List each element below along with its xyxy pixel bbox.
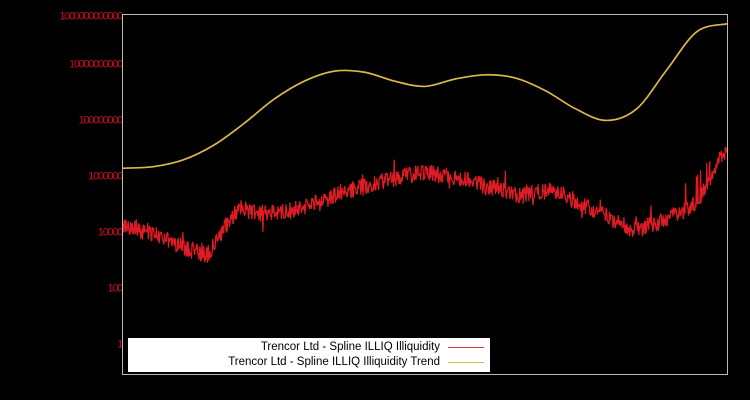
legend-swatch-illiquidity xyxy=(448,347,484,348)
chart-legend: Trencor Ltd - Spline ILLIQ Illiquidity T… xyxy=(128,338,490,372)
series-trend-line xyxy=(123,22,727,170)
series-illiquidity-line xyxy=(123,146,727,263)
yaxis-label-1e0: 1 xyxy=(117,338,123,351)
legend-label-trend: Trencor Ltd - Spline ILLIQ Illiquidity T… xyxy=(228,355,440,368)
yaxis-label-1e8: 100000000 xyxy=(78,114,124,127)
yaxis-label-1e12: 1000000000000 xyxy=(59,10,123,23)
yaxis-label-1e2: 100 xyxy=(107,282,124,295)
yaxis-label-1e4: 10000 xyxy=(97,226,123,239)
yaxis-label-1e10: 10000000000 xyxy=(69,58,123,71)
legend-swatch-trend xyxy=(448,362,484,363)
legend-item-illiquidity: Trencor Ltd - Spline ILLIQ Illiquidity xyxy=(128,340,486,355)
yaxis-label-1e6: 1000000 xyxy=(88,170,123,183)
legend-item-trend: Trencor Ltd - Spline ILLIQ Illiquidity T… xyxy=(128,355,486,370)
legend-label-illiquidity: Trencor Ltd - Spline ILLIQ Illiquidity xyxy=(260,340,440,353)
chart-svg xyxy=(123,22,727,263)
plot-area xyxy=(122,14,728,375)
